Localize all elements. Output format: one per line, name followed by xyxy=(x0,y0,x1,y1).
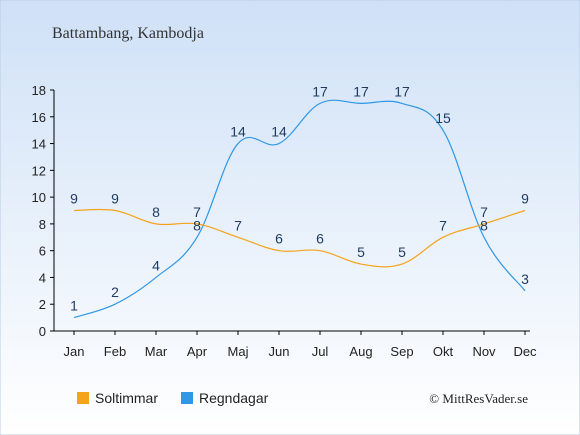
y-tick-label: 16 xyxy=(32,110,46,125)
y-tick-label: 6 xyxy=(39,244,46,259)
data-label-regndagar: 3 xyxy=(521,271,529,287)
copyright-text: © MittResVader.se xyxy=(429,391,528,406)
y-tick-label: 18 xyxy=(32,83,46,98)
x-tick-label: Mar xyxy=(145,344,168,359)
data-label-regndagar: 17 xyxy=(394,83,410,99)
x-tick-label: Feb xyxy=(104,344,126,359)
y-tick-label: 0 xyxy=(39,324,46,339)
y-tick-label: 12 xyxy=(32,163,46,178)
x-tick-label: Nov xyxy=(472,344,496,359)
data-label-soltimmar: 7 xyxy=(480,204,488,220)
series-lines xyxy=(73,99,526,319)
y-tick-label: 4 xyxy=(39,270,46,285)
data-label-soltimmar: 7 xyxy=(193,204,201,220)
series-line-soltimmar xyxy=(73,208,526,268)
data-label-soltimmar: 5 xyxy=(398,244,406,260)
x-tick-label: Jan xyxy=(64,344,85,359)
y-tick-label: 14 xyxy=(32,137,46,152)
x-tick-label: Dec xyxy=(513,344,537,359)
x-tick-label: Jun xyxy=(269,344,290,359)
data-label-regndagar: 14 xyxy=(230,124,246,140)
data-label-regndagar: 17 xyxy=(312,83,328,99)
x-tick-label: Apr xyxy=(187,344,208,359)
data-label-soltimmar: 5 xyxy=(357,244,365,260)
y-tick-label: 8 xyxy=(39,217,46,232)
data-label-soltimmar: 7 xyxy=(234,217,242,233)
data-label-regndagar: 8 xyxy=(480,217,488,233)
data-label-regndagar: 14 xyxy=(271,124,287,140)
data-label-soltimmar: 9 xyxy=(111,191,119,207)
x-tick-label: Maj xyxy=(228,344,249,359)
x-tick-label: Sep xyxy=(390,344,413,359)
y-tick-label: 10 xyxy=(32,190,46,205)
data-label-soltimmar: 9 xyxy=(521,191,529,207)
chart-title: Battambang, Kambodja xyxy=(52,25,204,42)
data-label-soltimmar: 6 xyxy=(316,231,324,247)
data-label-regndagar: 1 xyxy=(70,298,78,314)
y-tick-label: 2 xyxy=(39,297,46,312)
legend-swatch-regndagar xyxy=(181,392,193,404)
data-label-soltimmar: 6 xyxy=(275,231,283,247)
data-label-regndagar: 2 xyxy=(111,284,119,300)
data-label-soltimmar: 9 xyxy=(70,191,78,207)
legend: Soltimmar Regndagar xyxy=(77,390,269,406)
x-tick-label: Aug xyxy=(349,344,372,359)
data-label-soltimmar: 8 xyxy=(152,204,160,220)
legend-label-regndagar: Regndagar xyxy=(199,390,269,406)
x-tick-label: Okt xyxy=(433,344,454,359)
legend-swatch-soltimmar xyxy=(77,392,89,404)
legend-label-soltimmar: Soltimmar xyxy=(95,390,158,406)
x-tick-label: Jul xyxy=(312,344,329,359)
series-line-regndagar xyxy=(73,99,526,319)
data-label-regndagar: 8 xyxy=(193,217,201,233)
data-label-soltimmar: 7 xyxy=(439,217,447,233)
data-label-regndagar: 15 xyxy=(435,110,451,126)
data-label-regndagar: 4 xyxy=(152,257,160,273)
data-label-regndagar: 17 xyxy=(353,83,369,99)
